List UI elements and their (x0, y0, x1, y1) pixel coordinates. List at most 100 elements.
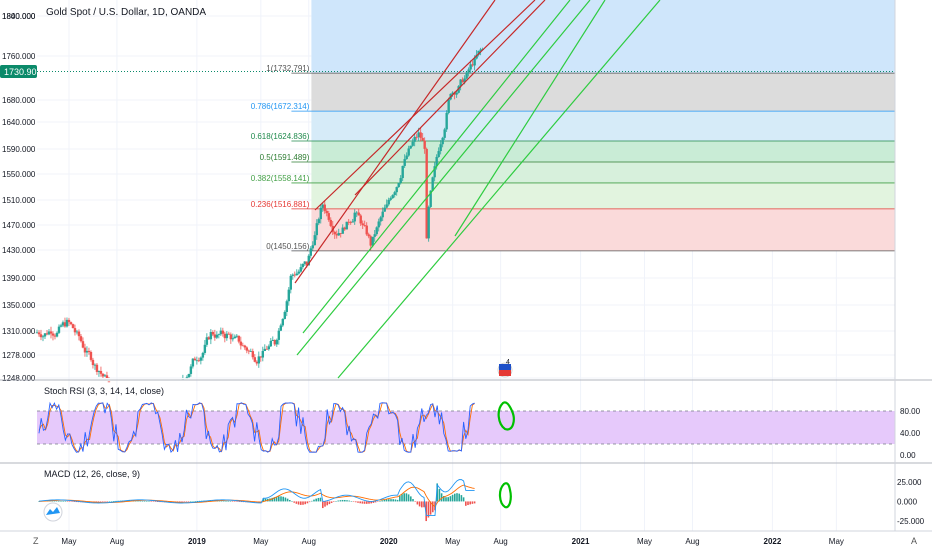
macd-histogram-bar (333, 501, 335, 502)
candle-body (231, 338, 235, 340)
macd-pane (38, 479, 476, 522)
macd-histogram-bar (238, 501, 240, 502)
macd-histogram-bar (429, 501, 432, 515)
candle-body (427, 206, 430, 239)
candle-body (423, 140, 426, 149)
zone-red (311, 208, 895, 251)
candle-body (189, 366, 193, 374)
candle-body (187, 373, 191, 378)
macd-histogram-bar (449, 496, 452, 502)
candle-body (395, 187, 398, 193)
macd-histogram-bar (328, 501, 331, 505)
right-axis-button[interactable]: A (911, 536, 917, 546)
candle-body (263, 348, 267, 351)
left-axis-button[interactable]: Z (33, 536, 39, 546)
price-tick-label: 1510.000 (2, 196, 36, 205)
candle-body (237, 335, 241, 342)
candle-body (83, 347, 87, 353)
macd-histogram-bar (359, 501, 361, 504)
macd-histogram-bar (284, 497, 287, 502)
macd-histogram-bar (407, 494, 410, 502)
channel-line (454, 0, 606, 237)
candle-body (409, 145, 412, 149)
macd-histogram-bar (335, 501, 337, 502)
candle-body (61, 322, 65, 326)
macd-histogram-bar (469, 501, 471, 505)
macd-histogram-bar (190, 501, 192, 502)
macd-histogram-bar (352, 501, 355, 502)
fib-label: 0(1450.156) (266, 242, 309, 251)
candle-body (89, 352, 93, 360)
annotations (497, 401, 515, 509)
macd-histogram-bar (346, 500, 348, 502)
candle-body (253, 357, 257, 362)
candle-body (221, 330, 225, 334)
flag-icon[interactable]: 4 (497, 359, 513, 378)
candle-body (353, 212, 356, 222)
candle-body (443, 129, 446, 138)
macd-histogram-bar (115, 500, 117, 502)
candle-body (105, 375, 109, 378)
fib-label: 0.236(1516.881) (251, 200, 310, 209)
candle-body (225, 333, 229, 339)
macd-histogram-bar (306, 501, 309, 504)
candle-body (421, 137, 424, 141)
price-tick-label: 1640.000 (2, 118, 36, 127)
macd-histogram-bar (302, 501, 304, 505)
candle-body (41, 336, 45, 338)
candle-body (349, 222, 352, 223)
candle-body (39, 334, 43, 338)
candle-body (297, 271, 300, 274)
macd-histogram-bar (440, 493, 443, 502)
zone-green-3 (311, 182, 895, 209)
macd-histogram-bar (467, 501, 469, 506)
macd-histogram-bar (282, 496, 284, 502)
price-tick-label: 1680.000 (2, 96, 36, 105)
candle-body (351, 221, 354, 223)
time-tick-label: May (253, 537, 268, 546)
candle-body (95, 364, 99, 372)
candle-body (257, 356, 261, 364)
candle-body (279, 325, 283, 331)
macd-histogram-bar (262, 498, 265, 502)
candles (35, 47, 484, 383)
macd-histogram-bar (234, 501, 236, 502)
macd-tick-label: 25.000 (897, 478, 922, 487)
candle-body (67, 319, 71, 323)
candle-body (205, 337, 209, 345)
candle-body (393, 192, 396, 196)
candle-body (199, 357, 203, 361)
macd-histogram-bar (223, 500, 225, 502)
macd-histogram-bar (405, 493, 408, 502)
macd-histogram-bar (291, 501, 293, 502)
macd-histogram-bar (319, 497, 322, 502)
macd-histogram-bar (198, 500, 201, 502)
macd-histogram-bar (278, 496, 280, 502)
tradingview-logo-icon[interactable] (43, 502, 63, 522)
candle-body (251, 351, 255, 358)
candle-body (103, 375, 107, 377)
event-count: 4 (506, 359, 510, 366)
candle-body (235, 335, 239, 337)
macd-tick-label: -25.000 (897, 517, 925, 526)
macd-histogram-bar (75, 501, 78, 503)
macd-histogram-bar (185, 501, 188, 502)
macd-histogram-bar (146, 501, 148, 502)
candle-body (341, 227, 344, 234)
macd-histogram-bar (187, 501, 190, 502)
price-tick-label: 1278.000 (2, 351, 36, 360)
macd-histogram-bar (308, 501, 311, 503)
channel-line (354, 0, 546, 196)
candle-body (345, 221, 348, 230)
candle-body (213, 334, 217, 338)
zone-green-1 (311, 141, 895, 162)
candle-body (473, 58, 476, 66)
candle-body (471, 64, 474, 66)
candle-body (79, 336, 83, 342)
macd-histogram-bar (326, 501, 328, 506)
candle-body (429, 190, 432, 207)
stoch-rsi-k-line (38, 401, 475, 453)
macd-histogram-bar (403, 493, 405, 502)
macd-histogram-bar (62, 501, 64, 502)
